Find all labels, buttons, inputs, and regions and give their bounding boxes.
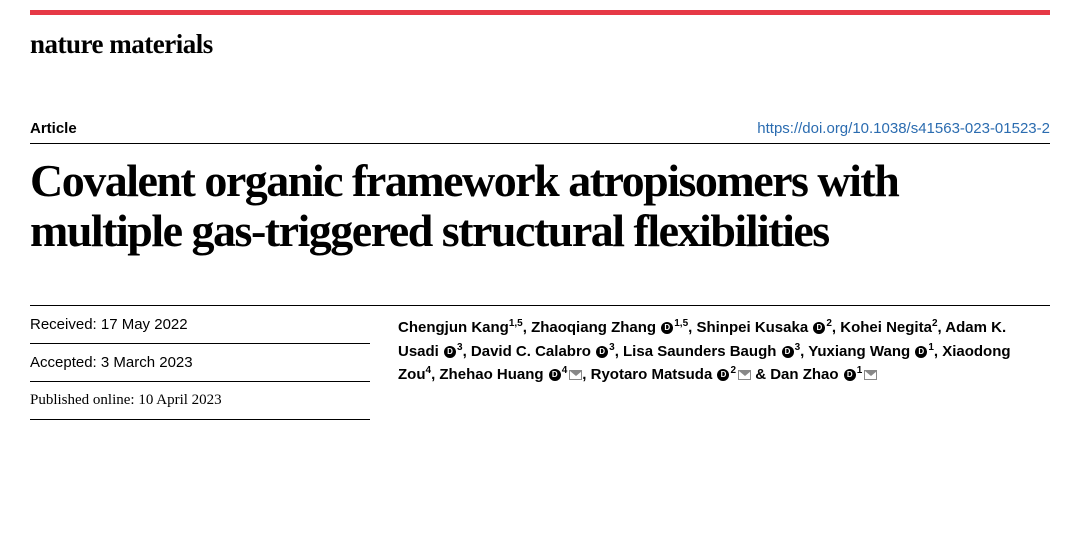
- meta-dates-column: Received: 17 May 2022 Accepted: 3 March …: [30, 306, 370, 420]
- accepted-date: Accepted: 3 March 2023: [30, 344, 370, 382]
- received-date: Received: 17 May 2022: [30, 306, 370, 344]
- article-type-label: Article: [30, 120, 77, 137]
- published-date: Published online: 10 April 2023: [30, 382, 370, 420]
- journal-red-bar: [30, 10, 1050, 15]
- article-title: Covalent organic framework atropisomers …: [30, 156, 1050, 255]
- journal-name: nature materials: [30, 29, 1080, 60]
- meta-section: Received: 17 May 2022 Accepted: 3 March …: [30, 305, 1050, 420]
- doi-link[interactable]: https://doi.org/10.1038/s41563-023-01523…: [757, 120, 1050, 137]
- article-header-row: Article https://doi.org/10.1038/s41563-0…: [30, 120, 1050, 144]
- author-list: Chengjun Kang1,5, Zhaoqiang Zhang D1,5, …: [370, 306, 1050, 420]
